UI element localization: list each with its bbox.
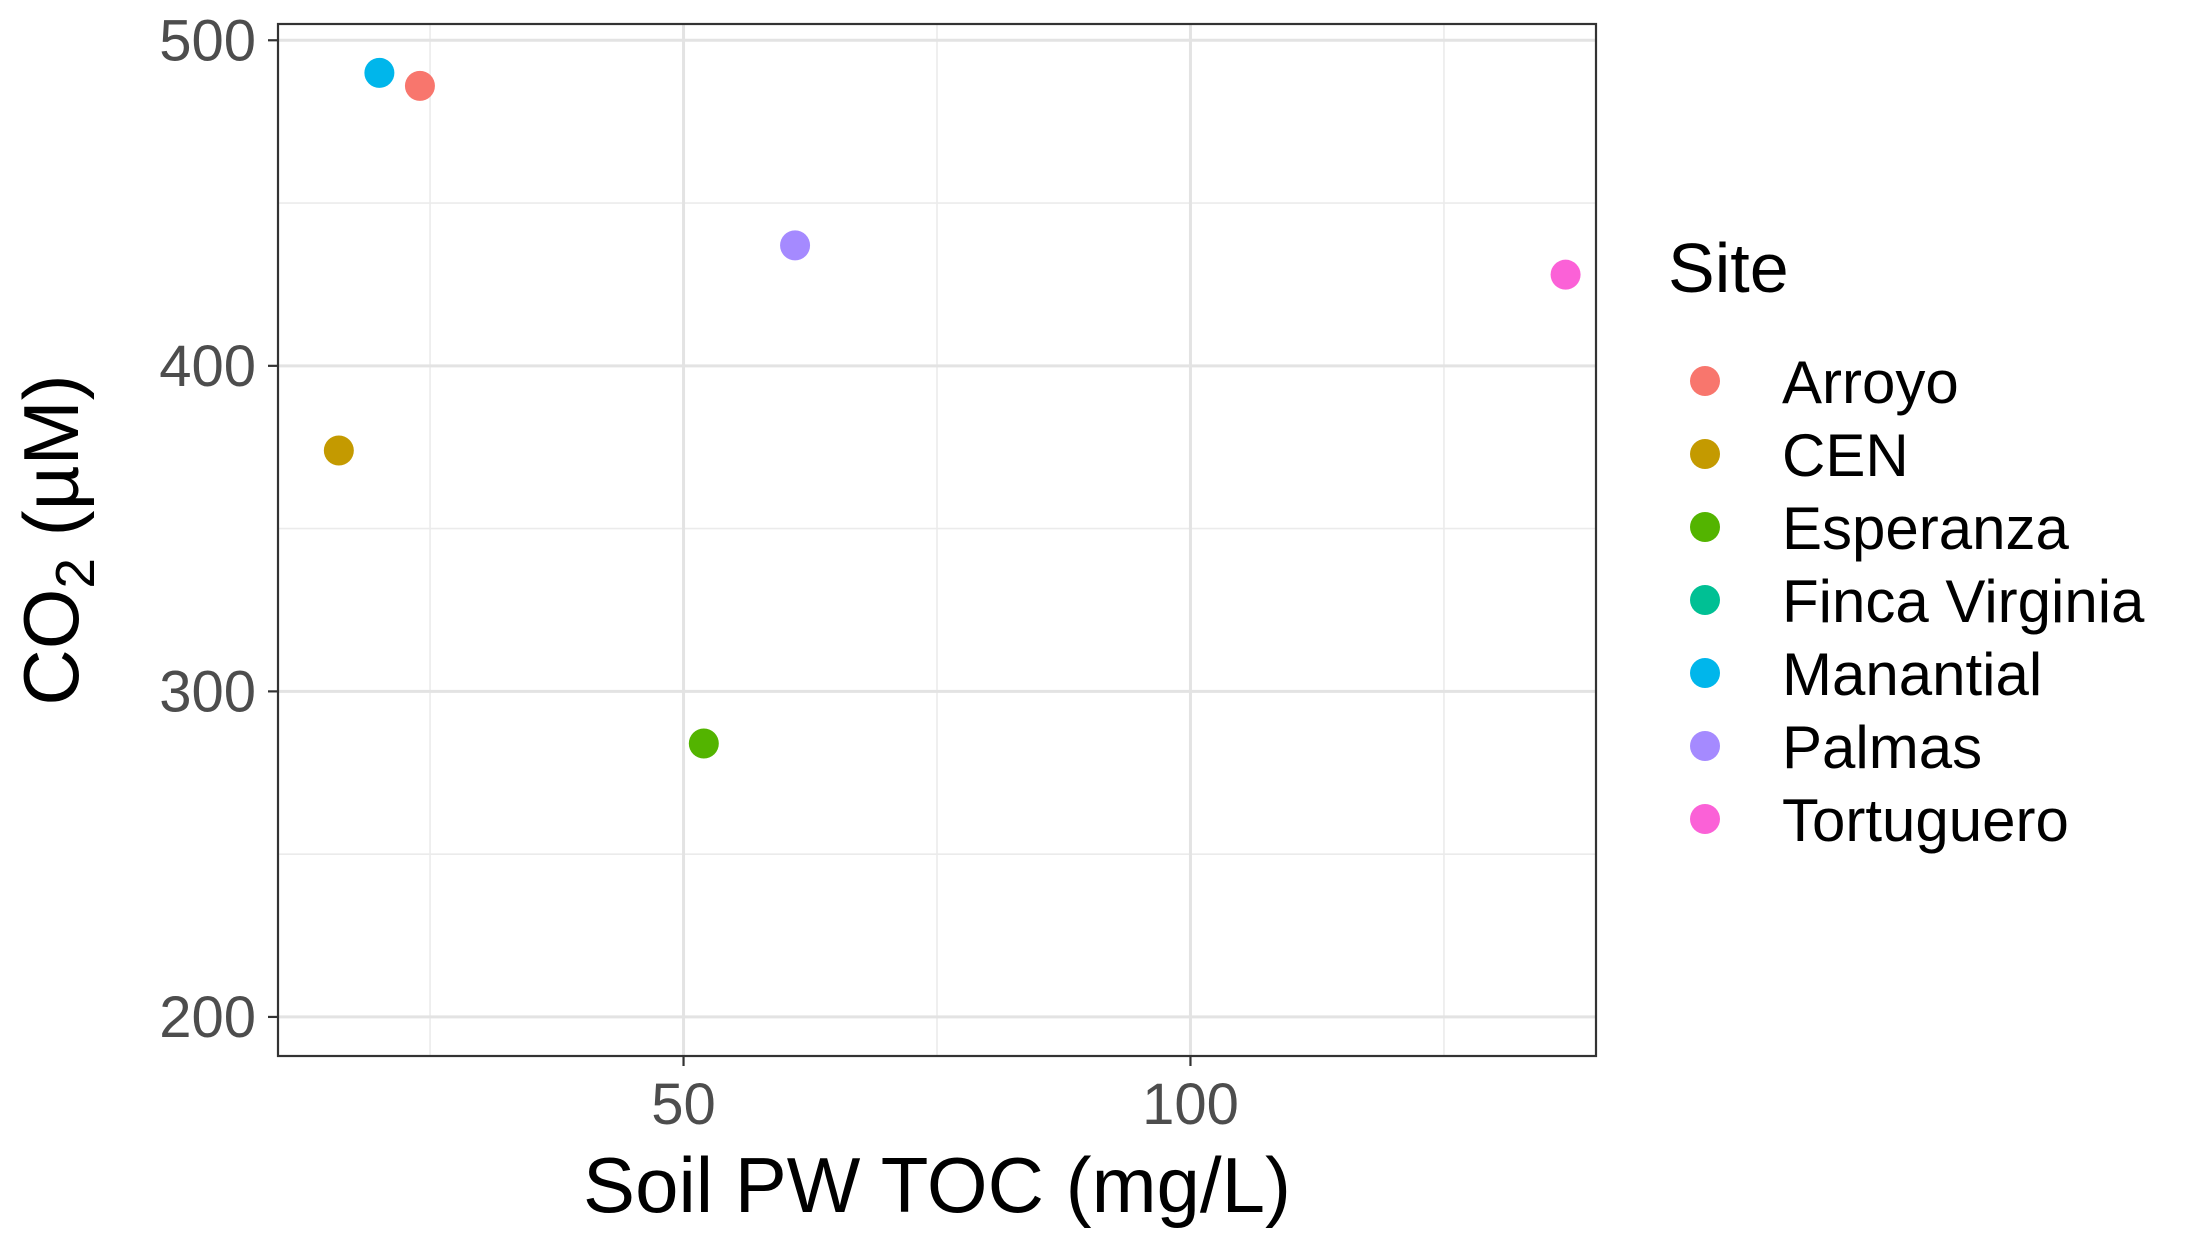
y-axis: 200 300 400 500 xyxy=(159,8,278,1050)
x-axis: 50 100 xyxy=(651,1056,1239,1137)
x-tick-label: 100 xyxy=(1142,1072,1239,1137)
legend-label: Palmas xyxy=(1782,714,1982,781)
legend-key-swatch xyxy=(1690,366,1720,396)
y-axis-title-subscript: 2 xyxy=(44,558,106,589)
data-point xyxy=(1550,259,1581,290)
legend-label: Tortuguero xyxy=(1782,787,2069,854)
legend-key-swatch xyxy=(1690,439,1720,469)
y-tick-label: 200 xyxy=(159,985,256,1050)
legend-label: Arroyo xyxy=(1782,349,1959,416)
data-points xyxy=(323,57,1581,759)
y-tick-label: 300 xyxy=(159,659,256,724)
legend-key-swatch xyxy=(1690,585,1720,615)
data-point xyxy=(404,70,435,101)
legend-item: Esperanza xyxy=(1690,495,2069,562)
legend-label: Esperanza xyxy=(1782,495,2069,562)
data-point xyxy=(364,57,395,88)
data-point xyxy=(688,728,719,759)
legend-item: Finca Virginia xyxy=(1690,568,2145,635)
legend-label: Finca Virginia xyxy=(1782,568,2145,635)
y-axis-title-main: CO xyxy=(7,589,95,706)
x-axis-title: Soil PW TOC (mg/L) xyxy=(583,1141,1291,1229)
legend-item: Arroyo xyxy=(1690,349,1959,416)
legend-key-swatch xyxy=(1690,804,1720,834)
legend-item: Tortuguero xyxy=(1690,787,2069,854)
y-tick-label: 400 xyxy=(159,334,256,399)
legend-item: CEN xyxy=(1690,422,1909,489)
legend-key-swatch xyxy=(1690,731,1720,761)
legend-label: CEN xyxy=(1782,422,1909,489)
y-tick-label: 500 xyxy=(159,8,256,73)
minor-gridlines xyxy=(278,24,1596,1056)
y-axis-title-unit: (µM) xyxy=(7,374,95,558)
y-axis-title: CO2 (µM) xyxy=(7,374,106,705)
data-point xyxy=(780,230,811,261)
legend-key-swatch xyxy=(1690,512,1720,542)
legend-key-swatch xyxy=(1690,658,1720,688)
plot-panel-border xyxy=(276,22,1598,1058)
major-gridlines xyxy=(278,24,1596,1056)
x-tick-label: 50 xyxy=(651,1072,716,1137)
legend-title: Site xyxy=(1668,229,1789,307)
legend-label: Manantial xyxy=(1782,641,2042,708)
data-point xyxy=(323,435,354,466)
legend-item: Manantial xyxy=(1690,641,2042,708)
legend-item: Palmas xyxy=(1690,714,1982,781)
